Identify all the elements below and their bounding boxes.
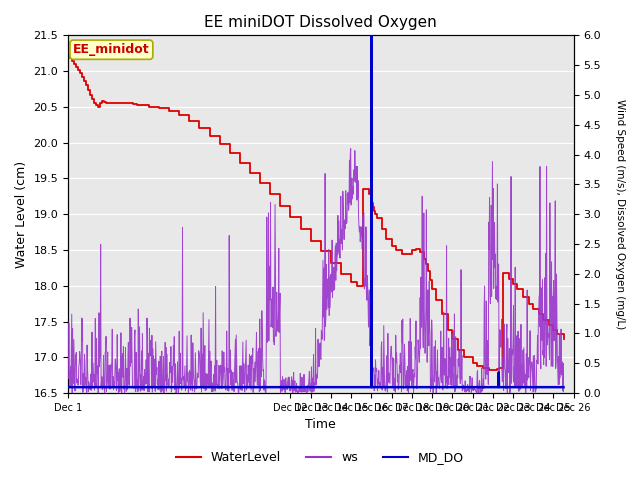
X-axis label: Time: Time <box>305 419 336 432</box>
Y-axis label: Wind Speed (m/s), Dissolved Oxygen (mg/L): Wind Speed (m/s), Dissolved Oxygen (mg/L… <box>615 99 625 329</box>
Legend: WaterLevel, ws, MD_DO: WaterLevel, ws, MD_DO <box>171 446 469 469</box>
Y-axis label: Water Level (cm): Water Level (cm) <box>15 161 28 268</box>
Text: EE_minidot: EE_minidot <box>73 43 150 56</box>
Title: EE miniDOT Dissolved Oxygen: EE miniDOT Dissolved Oxygen <box>204 15 437 30</box>
